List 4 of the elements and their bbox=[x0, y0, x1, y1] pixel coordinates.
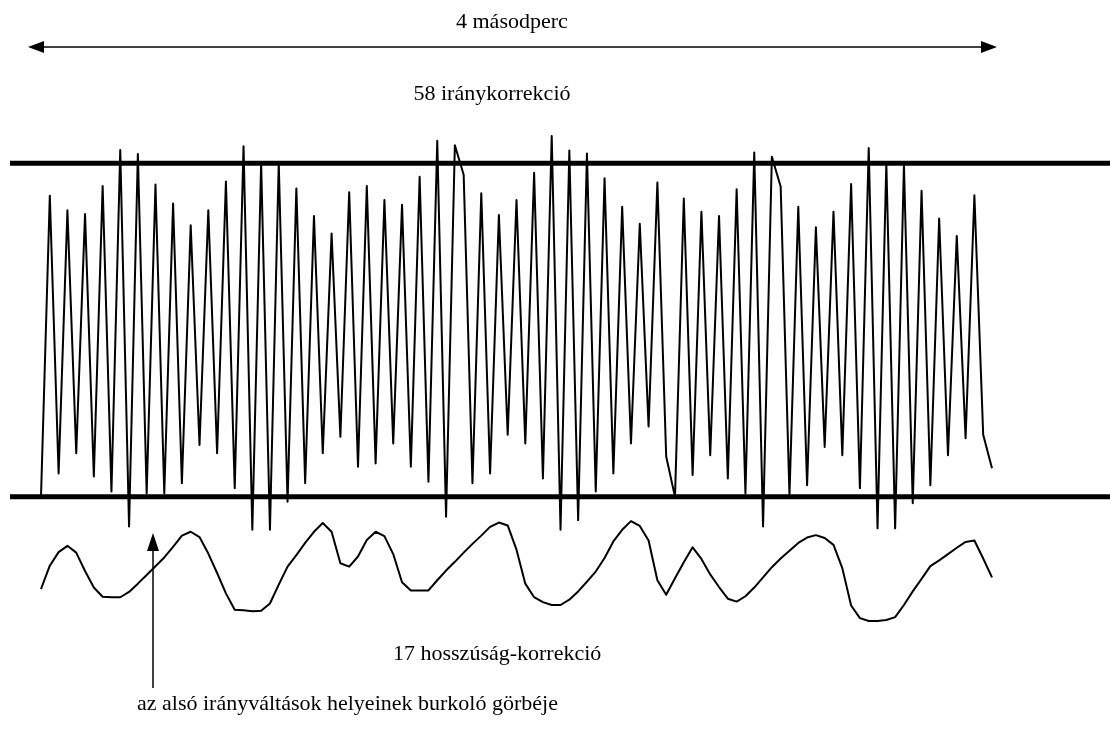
text: az alsó irányváltások helyeinek burkoló görbéje bbox=[137, 690, 558, 716]
chart-title: 4 másodperc bbox=[456, 8, 568, 34]
chart-subtitle: 58 iránykorrekció bbox=[413, 80, 571, 106]
text: 17 hosszúság-korrekció bbox=[393, 640, 602, 666]
